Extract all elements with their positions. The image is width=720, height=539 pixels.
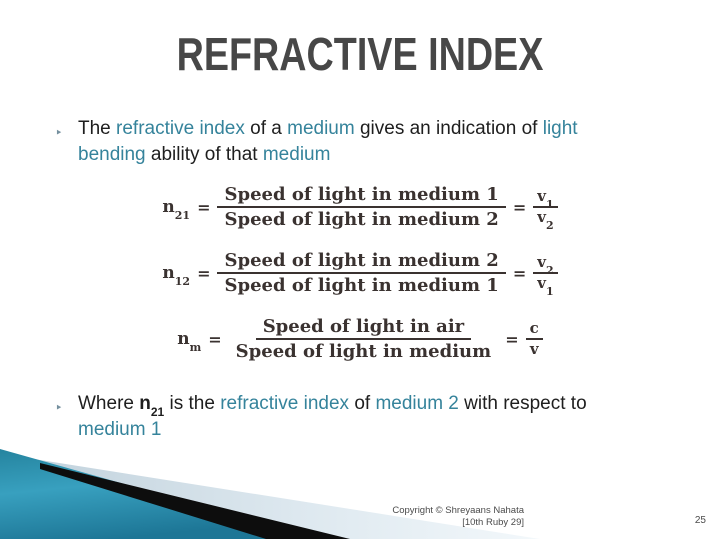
- text-segment: with respect to: [458, 393, 587, 414]
- text-segment: of a: [244, 118, 288, 139]
- bullet-text: Where n21 is the refractive index of med…: [55, 391, 587, 443]
- formula-stack: n21 = Speed of light in medium 1 Speed o…: [0, 184, 720, 362]
- text-segment: is the: [164, 393, 221, 414]
- fraction-numerator: Speed of light in air: [255, 316, 472, 340]
- page-number: 25: [694, 515, 706, 526]
- equals-sign: =: [208, 329, 222, 349]
- formula-n21: n21 = Speed of light in medium 1 Speed o…: [162, 184, 558, 231]
- black-stripe: [40, 463, 350, 539]
- formula-lhs-base: n: [162, 263, 175, 283]
- formula-lhs: nm: [177, 329, 201, 353]
- equals-sign: =: [512, 197, 527, 217]
- velocity-sub: 2: [545, 263, 554, 277]
- velocity-sub: 1: [545, 197, 554, 211]
- bullet-text: The refractive index of a medium gives a…: [55, 116, 578, 168]
- equals-sign: =: [505, 329, 519, 349]
- velocity-base: c: [529, 318, 539, 337]
- equals-sign: =: [197, 197, 211, 217]
- bullet-n21-explanation: ‣ Where n21 is the refractive index of m…: [55, 391, 587, 443]
- formula-lhs: n12: [162, 263, 190, 287]
- text-segment-highlight: medium: [287, 118, 355, 139]
- velocity-sub: 2: [545, 218, 554, 232]
- formula-lhs-sub: 12: [174, 275, 191, 289]
- fraction-denominator: v1: [533, 273, 557, 297]
- text-segment: of: [349, 393, 376, 414]
- formula-nm: nm = Speed of light in air Speed of ligh…: [177, 316, 543, 362]
- n21-symbol: n21: [139, 393, 164, 418]
- footer-copyright: Copyright © Shreyaans Nahata [10th Ruby …: [392, 505, 524, 528]
- footer-line-2: [10th Ruby 29]: [462, 516, 524, 528]
- formula-lhs-base: n: [177, 329, 190, 349]
- text-segment-highlight: light: [542, 118, 578, 139]
- text-segment-highlight: refractive index: [116, 118, 245, 139]
- equals-sign: =: [512, 263, 527, 283]
- fraction-numerator: Speed of light in medium 1: [217, 184, 506, 208]
- fraction-velocities: v1 v2: [533, 186, 558, 231]
- slide-title: REFRACTIVE INDEX: [176, 28, 544, 80]
- fraction-denominator: Speed of light in medium 1: [224, 275, 499, 296]
- footer-line-1: Copyright © Shreyaans Nahata: [392, 505, 524, 516]
- fraction-speeds: Speed of light in medium 2 Speed of ligh…: [217, 250, 506, 296]
- teal-wedge: [0, 449, 320, 539]
- velocity-base: v: [537, 207, 546, 226]
- formula-lhs: n21: [162, 197, 190, 221]
- formula-lhs-base: n: [162, 197, 175, 217]
- fraction-denominator: v: [526, 340, 543, 359]
- fraction-numerator: Speed of light in medium 2: [217, 250, 506, 274]
- velocity-base: v: [537, 186, 546, 205]
- bullet-arrow-icon: ‣: [55, 400, 63, 415]
- fraction-velocities: v2 v1: [533, 252, 558, 297]
- velocity-base: v: [537, 252, 546, 271]
- velocity-base: v: [537, 273, 546, 292]
- fraction-denominator: Speed of light in medium: [235, 341, 492, 362]
- n-base: n: [139, 393, 151, 414]
- fraction-speeds: Speed of light in medium 1 Speed of ligh…: [217, 184, 506, 230]
- text-segment: Where: [78, 393, 140, 414]
- text-segment-highlight: medium 1: [78, 419, 162, 440]
- fraction-denominator: v2: [533, 207, 557, 231]
- text-segment: gives an indication of: [354, 118, 543, 139]
- fraction-numerator: v2: [533, 252, 558, 277]
- formula-lhs-sub: m: [189, 341, 202, 355]
- velocity-sub: 1: [545, 284, 554, 298]
- text-segment-highlight: refractive index: [220, 393, 350, 414]
- n-subscript: 21: [150, 404, 165, 419]
- fraction-denominator: Speed of light in medium 2: [224, 209, 499, 230]
- text-segment: The: [78, 118, 117, 139]
- text-segment-highlight: medium 2: [375, 393, 459, 414]
- text-segment: ability of that: [145, 144, 263, 165]
- fraction-numerator: v1: [533, 186, 558, 211]
- formula-lhs-sub: 21: [174, 209, 191, 223]
- text-segment-highlight: bending: [78, 144, 146, 165]
- fraction-numerator: c: [525, 318, 543, 340]
- text-segment-highlight: medium: [262, 144, 331, 165]
- equals-sign: =: [197, 263, 211, 283]
- fraction-speeds: Speed of light in air Speed of light in …: [229, 316, 499, 362]
- bullet-refractive-index-definition: ‣ The refractive index of a medium gives…: [55, 116, 578, 168]
- fraction-velocities: c v: [525, 318, 543, 359]
- formula-n12: n12 = Speed of light in medium 2 Speed o…: [162, 250, 558, 297]
- velocity-base: v: [529, 339, 539, 358]
- bullet-arrow-icon: ‣: [55, 125, 63, 140]
